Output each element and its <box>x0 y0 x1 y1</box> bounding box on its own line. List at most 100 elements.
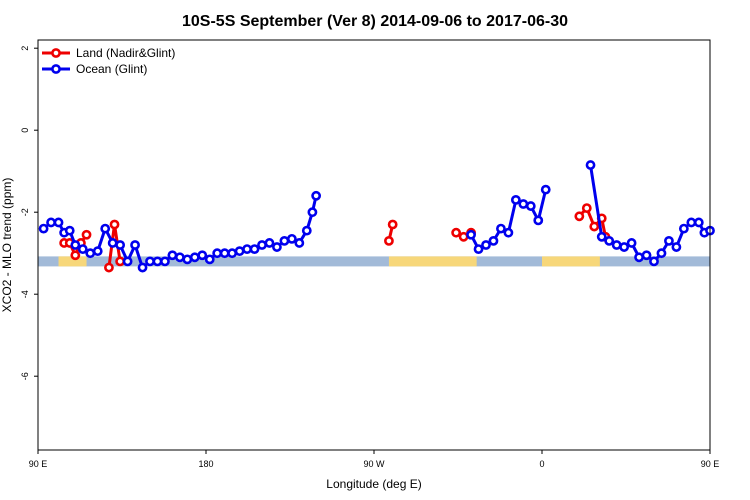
data-point <box>46 217 56 228</box>
data-point <box>122 256 133 267</box>
data-point <box>604 235 615 246</box>
data-point <box>611 240 622 250</box>
data-point <box>227 248 238 259</box>
y-axis: 2 0 -2 -4 -6 <box>20 46 38 380</box>
data-point <box>53 217 64 228</box>
data-point <box>107 238 118 248</box>
data-point <box>167 250 178 261</box>
data-point <box>100 223 111 234</box>
data-point <box>301 225 312 236</box>
data-point <box>641 250 652 261</box>
data-point <box>130 240 140 250</box>
data-point <box>81 229 92 240</box>
data-point <box>279 235 290 246</box>
data-point <box>656 248 667 259</box>
data-point <box>145 256 155 267</box>
data-point <box>249 244 260 254</box>
data-point <box>693 217 704 228</box>
data-point <box>204 254 215 265</box>
data-point <box>307 207 318 218</box>
data-point <box>649 256 659 267</box>
data-point <box>197 250 208 261</box>
data-point <box>634 252 644 263</box>
x-tick-label: 90 E <box>29 459 48 469</box>
data-point <box>525 201 536 211</box>
data-point <box>619 242 630 252</box>
data-point <box>473 244 484 254</box>
y-tick-label: -2 <box>20 208 30 216</box>
ocean-band <box>38 256 710 267</box>
data-point <box>294 238 305 248</box>
x-tick-label: 90 E <box>701 459 720 469</box>
data-point <box>311 190 322 201</box>
data-point <box>137 262 148 273</box>
data-point <box>160 256 170 267</box>
series-1 <box>38 160 715 273</box>
data-point <box>466 229 476 240</box>
data-point <box>585 160 596 170</box>
data-point <box>387 219 398 230</box>
data-point <box>574 211 585 222</box>
data-point <box>488 235 499 246</box>
x-axis-label: Longitude (deg E) <box>326 477 421 491</box>
data-point <box>596 231 607 242</box>
data-point <box>518 199 529 209</box>
data-point <box>174 252 185 263</box>
legend-marker <box>51 64 61 74</box>
data-point <box>510 194 521 205</box>
data-point <box>540 184 551 195</box>
data-point <box>70 240 81 250</box>
data-point <box>182 254 193 265</box>
data-point <box>384 235 394 246</box>
data-point <box>481 240 491 250</box>
data-point <box>212 248 223 259</box>
y-tick-label: -4 <box>20 290 30 298</box>
data-point <box>189 252 200 263</box>
y-tick-label: -6 <box>20 372 30 380</box>
legend-item-0: Land (Nadir&Glint) <box>42 46 175 60</box>
land-band-0 <box>58 256 87 267</box>
data-point <box>503 227 514 238</box>
data-point <box>496 223 506 234</box>
data-point <box>38 223 49 234</box>
legend-item-1: Ocean (Glint) <box>42 62 147 76</box>
legend-marker <box>51 48 61 58</box>
data-point <box>219 248 230 259</box>
data-point <box>115 240 126 250</box>
x-tick-label: 180 <box>198 459 213 469</box>
data-point <box>533 215 544 226</box>
data-point <box>104 262 114 273</box>
data-point <box>242 244 252 254</box>
data-point <box>234 246 245 257</box>
data-point <box>286 233 297 244</box>
data-point <box>77 244 88 254</box>
data-point <box>451 227 462 238</box>
data-point <box>272 242 282 252</box>
y-axis-label: XCO2 - MLO trend (ppm) <box>0 178 14 313</box>
land-band-1 <box>388 256 477 267</box>
data-point <box>664 235 674 246</box>
data-point <box>152 256 163 267</box>
data-point <box>92 246 103 257</box>
data-point <box>115 256 126 267</box>
data-point <box>589 221 600 232</box>
data-point <box>109 219 120 230</box>
data-point <box>686 217 697 228</box>
data-point <box>626 238 637 248</box>
data-point <box>64 225 75 236</box>
legend-label: Ocean (Glint) <box>76 62 147 76</box>
legend: Land (Nadir&Glint) Ocean (Glint) <box>42 46 175 76</box>
land-band-2 <box>542 256 600 267</box>
data-point <box>85 248 96 259</box>
x-tick-label: 0 <box>539 459 544 469</box>
data-point <box>678 223 689 234</box>
x-axis: 90 E 180 90 W 0 90 E <box>29 450 720 469</box>
legend-label: Land (Nadir&Glint) <box>76 46 175 60</box>
series-line-1-2 <box>589 164 711 263</box>
y-tick-label: 2 <box>20 46 30 51</box>
y-tick-label: 0 <box>20 128 30 133</box>
surface-strip <box>38 256 710 267</box>
series-layer <box>38 160 715 273</box>
data-point <box>70 250 81 261</box>
